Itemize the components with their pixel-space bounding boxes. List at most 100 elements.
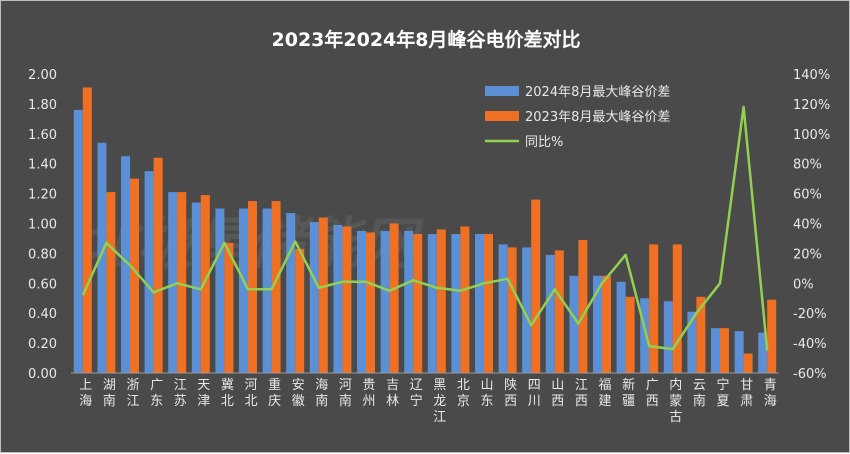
x-tick-label: 天津	[197, 378, 210, 409]
x-tick-label: 广东	[150, 378, 163, 409]
x-tick-label: 辽宁	[410, 378, 423, 409]
y-right-tick-label: 40%	[793, 218, 822, 233]
bar-2023	[153, 157, 163, 373]
bar-2023	[531, 199, 541, 373]
bar-2023	[366, 232, 375, 373]
bar-2024	[616, 281, 626, 373]
bar-2024	[451, 233, 461, 373]
bar-2023	[413, 233, 423, 373]
x-tick-label: 河北	[244, 378, 257, 409]
y-left-tick-label: 1.20	[28, 188, 57, 203]
bar-2024	[262, 208, 272, 373]
bar-2023	[130, 178, 139, 373]
bar-2024	[711, 328, 720, 373]
x-tick-label: 重庆	[268, 377, 281, 409]
bar-2024	[73, 109, 83, 373]
x-tick-label: 冀北	[221, 377, 234, 409]
y-right-tick-label: 100%	[793, 128, 830, 143]
x-tick-label: 山东	[480, 378, 493, 409]
bar-2024	[663, 301, 673, 373]
x-tick-label: 江西	[575, 378, 588, 409]
bar-2024	[687, 311, 697, 373]
bar-2023	[106, 192, 116, 373]
y-right-tick-label: -20%	[793, 307, 827, 322]
bar-2023	[82, 87, 92, 373]
bar-2024	[121, 156, 130, 373]
bar-2023	[625, 296, 635, 373]
legend-label: 2024年8月最大峰谷价差	[525, 85, 670, 100]
bar-2024	[168, 192, 178, 373]
bar-2023	[672, 244, 682, 373]
bar-2024	[640, 298, 650, 373]
x-tick-label: 陕西	[504, 378, 517, 409]
y-left-tick-label: 1.60	[28, 128, 57, 143]
bar-2024	[475, 233, 484, 373]
bar-2023	[767, 299, 777, 373]
x-tick-label: 内蒙古	[669, 377, 682, 425]
yoy-line	[81, 105, 769, 351]
bar-2023	[436, 229, 446, 373]
bar-2023	[318, 217, 328, 373]
x-tick-label: 福建	[598, 378, 611, 409]
x-tick-label: 吉林	[386, 378, 399, 409]
y-right-tick-label: 80%	[793, 158, 822, 173]
y-left-tick-label: 2.00	[28, 68, 57, 83]
x-tick-label: 江苏	[174, 378, 187, 409]
bar-2023	[389, 223, 399, 373]
bar-2024	[97, 142, 107, 373]
bar-2023	[507, 247, 517, 373]
bar-2023	[200, 195, 210, 373]
bar-2023	[248, 201, 257, 373]
x-tick-label: 山西	[551, 378, 564, 409]
x-tick-label: 宁夏	[716, 377, 729, 409]
x-tick-label: 湖南	[103, 378, 116, 409]
x-tick-label: 黑龙江	[433, 378, 446, 425]
bar-2023	[696, 296, 706, 373]
bar-2024	[144, 171, 154, 373]
y-left-tick-label: 0.20	[28, 337, 57, 352]
bar-2024	[498, 244, 508, 373]
bar-2024	[286, 213, 296, 373]
x-tick-label: 广西	[646, 378, 659, 409]
x-tick-label: 甘肃	[740, 378, 753, 409]
bar-2024	[215, 208, 225, 373]
x-tick-label: 上海	[79, 378, 92, 409]
bar-2024	[357, 230, 366, 373]
x-tick-label: 河南	[339, 378, 352, 409]
bar-2024	[309, 222, 319, 373]
bar-2024	[427, 233, 437, 373]
bar-2023	[743, 353, 753, 373]
x-tick-label: 浙江	[126, 378, 139, 409]
legend-label: 2023年8月最大峰谷价差	[525, 110, 670, 125]
bar-2024	[380, 230, 390, 373]
bar-2023	[224, 242, 234, 373]
bar-2023	[578, 239, 588, 373]
y-left-tick-label: 0.80	[28, 247, 57, 262]
bar-2024	[333, 224, 343, 373]
x-tick-label: 贵州	[362, 378, 375, 409]
legend-swatch	[485, 86, 519, 96]
bar-2024	[593, 275, 602, 373]
y-left-tick-label: 1.40	[28, 158, 57, 173]
y-left-tick-label: 1.80	[28, 98, 57, 113]
plot-area: 0.00 0.20 0.40 0.60 0.80 1.00 1.20 1.40 1.60 1.80…	[28, 68, 830, 425]
x-tick-label: 海南	[315, 378, 328, 409]
x-tick-label: 青海	[764, 378, 777, 409]
bar-2023	[720, 328, 729, 373]
bar-2024	[404, 230, 414, 373]
x-tick-label: 云南	[693, 378, 706, 409]
y-right-tick-label: -60%	[793, 367, 827, 382]
bar-2023	[649, 244, 659, 373]
y-right-tick-label: 140%	[793, 68, 830, 83]
y-right-tick-label: 60%	[793, 188, 822, 203]
legend-swatch	[485, 111, 519, 121]
x-tick-label: 北京	[457, 378, 470, 409]
y-left-tick-label: 0.40	[28, 307, 57, 322]
x-tick-label: 新疆	[622, 377, 635, 409]
x-tick-label: 四川	[528, 378, 541, 409]
bar-2024	[734, 331, 744, 373]
x-tick-label: 安徽	[292, 378, 305, 409]
bar-2023	[460, 226, 470, 373]
bar-2023	[177, 192, 187, 373]
